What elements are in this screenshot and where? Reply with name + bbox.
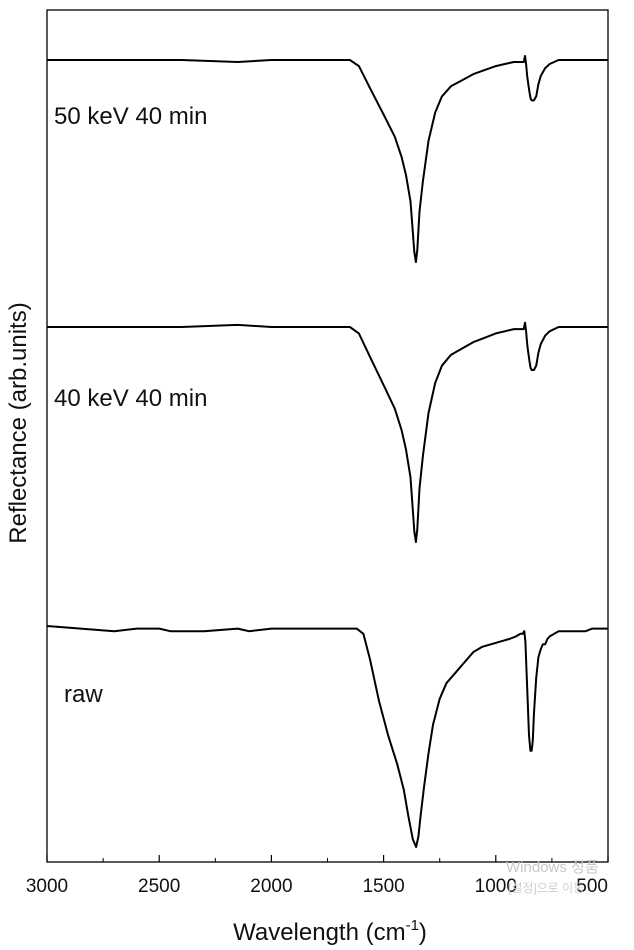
series-label-40kev: 40 keV 40 min	[54, 385, 207, 412]
x-tick-label: 500	[576, 876, 608, 897]
series-label-50kev: 50 keV 40 min	[54, 103, 207, 130]
plot-frame	[46, 9, 609, 863]
series-line-1	[47, 55, 608, 263]
windows-activation-watermark-sub: [설정]으로 이동	[508, 881, 584, 895]
series-lines	[46, 55, 608, 848]
windows-activation-watermark: Windows 정품	[506, 859, 599, 876]
series-label-raw: raw	[64, 681, 103, 708]
x-tick-label: 1500	[362, 876, 404, 897]
x-axis-tick-labels: 3000 2500 2000 1500 1000 500	[26, 876, 608, 897]
series-line-2	[47, 321, 608, 543]
x-axis-title: Wavelength (cm-1)	[233, 917, 427, 946]
x-tick-label: 3000	[26, 876, 68, 897]
x-tick-label: 2000	[250, 876, 292, 897]
x-axis-ticks	[46, 855, 609, 862]
y-axis-title: Reflectance (arb.units)	[5, 302, 32, 543]
x-tick-label: 2500	[138, 876, 180, 897]
series-line-3	[46, 625, 608, 848]
x-tick-label: 1000	[475, 876, 517, 897]
